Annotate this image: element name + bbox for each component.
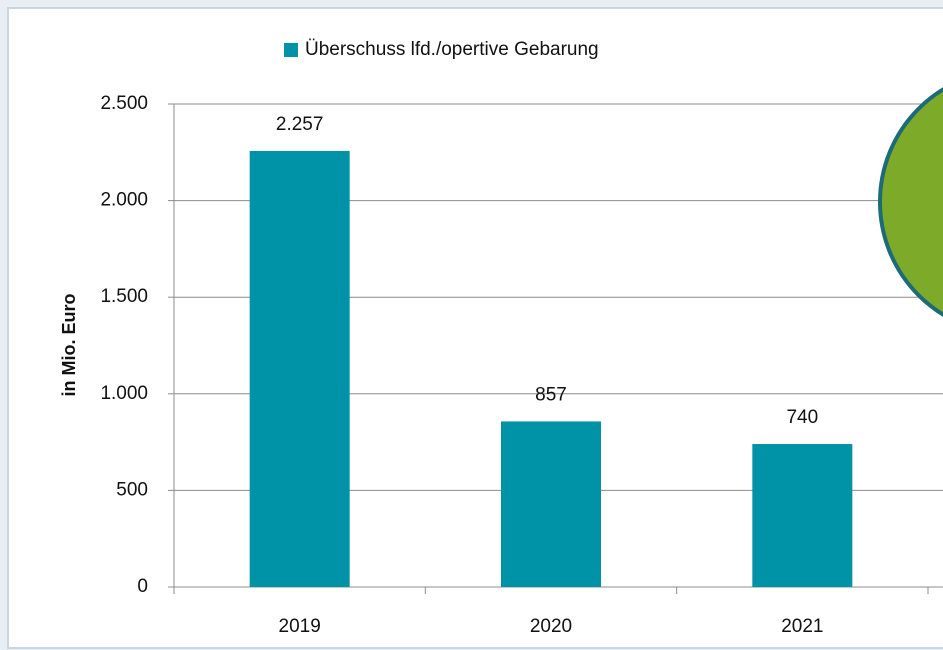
marks: 0 500 1.000 1.500 2.000 2.500 2.257 857 740 Übers…	[100, 39, 853, 637]
legend-label: Überschuss lfd./opertive Gebarung	[305, 39, 599, 60]
y-tick-label: 0	[137, 576, 148, 597]
x-tick-label: 2020	[530, 616, 572, 637]
x-tick-label: 2021	[781, 616, 823, 637]
value-label: 2.257	[276, 114, 324, 135]
y-tick-label: 500	[116, 479, 148, 500]
y-tick-label: 2.000	[100, 190, 148, 211]
bar	[752, 444, 853, 587]
x-tick-label: 2019	[279, 616, 321, 637]
y-tick-label: 1.500	[100, 286, 148, 307]
y-tick-label: 2.500	[100, 93, 148, 114]
value-label: 857	[535, 384, 567, 405]
y-axis-label: in Mio. Euro	[59, 294, 79, 397]
legend-swatch	[284, 43, 298, 57]
bar	[249, 150, 350, 587]
decorative-circle	[878, 87, 943, 317]
bar	[501, 421, 601, 587]
value-label: 740	[786, 407, 818, 428]
y-tick-label: 1.000	[100, 383, 148, 404]
